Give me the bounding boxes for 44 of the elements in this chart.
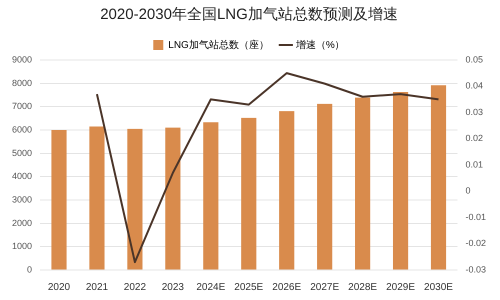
y-tick-label: 6000 bbox=[12, 124, 32, 134]
bar bbox=[430, 85, 446, 270]
x-tick-label: 2024E bbox=[196, 282, 226, 293]
y2-tick-label: 0.04 bbox=[465, 80, 484, 91]
bar bbox=[89, 126, 105, 270]
bar bbox=[355, 98, 370, 270]
y2-tick-label: 0.02 bbox=[465, 133, 484, 144]
y2-tick-label: 0 bbox=[465, 186, 470, 196]
y2-tick-label: 0.05 bbox=[465, 54, 484, 64]
x-tick-label: 2030E bbox=[424, 282, 454, 293]
bar bbox=[165, 128, 180, 270]
y-tick-label: 8000 bbox=[12, 78, 32, 88]
bar bbox=[317, 104, 332, 270]
y-tick-label: 7000 bbox=[12, 101, 32, 112]
x-tick-label: 2021 bbox=[86, 282, 109, 293]
y2-tick-label: 0.01 bbox=[465, 159, 484, 170]
y-tick-label: 1000 bbox=[12, 241, 32, 252]
y2-tick-label: -0.03 bbox=[465, 264, 486, 274]
y-tick-label: 2000 bbox=[12, 218, 32, 228]
y2-tick-label: -0.01 bbox=[465, 212, 486, 222]
legend-label: LNG加气站总数（座） bbox=[168, 38, 269, 51]
bar bbox=[241, 118, 256, 270]
y2-tick-label: 0.03 bbox=[465, 106, 484, 117]
chart-title: 2020-2030年全国LNG加气站总数预测及增速 bbox=[100, 6, 398, 24]
y-tick-label: 5000 bbox=[12, 148, 32, 158]
bar bbox=[203, 122, 218, 270]
legend-label: 增速（%） bbox=[294, 38, 345, 51]
x-tick-label: 2023 bbox=[162, 282, 184, 293]
x-tick-label: 2020 bbox=[48, 282, 71, 293]
y-tick-label: 0 bbox=[27, 264, 32, 274]
bar bbox=[127, 128, 142, 270]
y-tick-label: 9000 bbox=[12, 54, 32, 64]
bar bbox=[51, 130, 67, 270]
y-tick-label: 3000 bbox=[12, 194, 32, 204]
bar bbox=[392, 92, 408, 270]
x-tick-label: 2029E bbox=[386, 282, 416, 293]
y2-tick-label: -0.02 bbox=[465, 238, 486, 248]
x-tick-label: 2028E bbox=[348, 282, 378, 293]
y-tick-label: 4000 bbox=[12, 171, 32, 182]
bar bbox=[279, 111, 294, 270]
x-tick-label: 2022 bbox=[124, 282, 146, 293]
x-tick-label: 2027E bbox=[310, 282, 340, 293]
x-tick-label: 2026E bbox=[272, 282, 302, 293]
x-tick-label: 2025E bbox=[234, 282, 264, 293]
